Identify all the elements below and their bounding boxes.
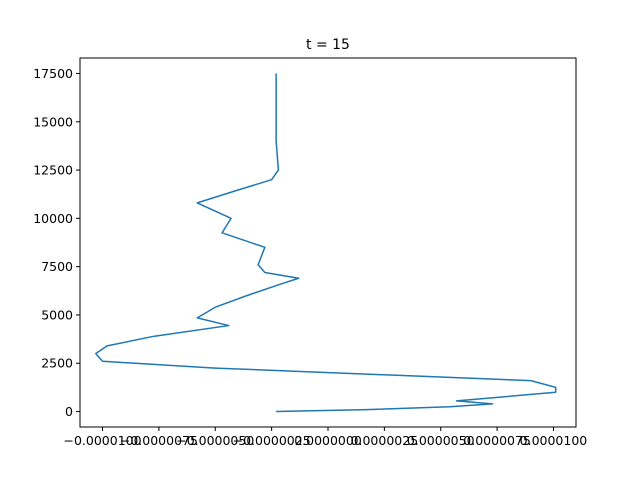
y-tick-label: 5000 xyxy=(41,307,73,322)
x-tick-label: 0.0000075 xyxy=(463,433,531,448)
y-tick-label: 10000 xyxy=(33,211,73,226)
series-layer xyxy=(95,73,557,413)
chart-title: t = 15 xyxy=(306,37,350,53)
y-tick-label: 15000 xyxy=(33,114,73,129)
x-tick-label: −0.0000075 xyxy=(120,433,198,448)
series-line xyxy=(95,73,557,413)
y-tick-label: 7500 xyxy=(41,259,73,274)
y-tick-label: 2500 xyxy=(41,356,73,371)
y-tick-label: 17500 xyxy=(33,66,73,81)
y-axis: 0 2500 5000 7500 10000 12500 15000 17500 xyxy=(33,66,80,419)
x-tick-label: −0.0000050 xyxy=(176,433,254,448)
x-axis: −0.0000100−0.0000075−0.0000050−0.0000025… xyxy=(64,427,588,448)
x-tick-label: −0.0000025 xyxy=(233,433,311,448)
x-tick-label: 0.0000050 xyxy=(407,433,475,448)
x-tick-label: 0.0000000 xyxy=(294,433,362,448)
plot-area: −0.0000100−0.0000075−0.0000050−0.0000025… xyxy=(33,57,588,448)
x-tick-label: 0.0000100 xyxy=(520,433,588,448)
x-tick-label: −0.0000100 xyxy=(64,433,142,448)
x-tick-label: 0.0000025 xyxy=(351,433,419,448)
y-tick-label: 0 xyxy=(65,404,73,419)
y-tick-label: 12500 xyxy=(33,163,73,178)
